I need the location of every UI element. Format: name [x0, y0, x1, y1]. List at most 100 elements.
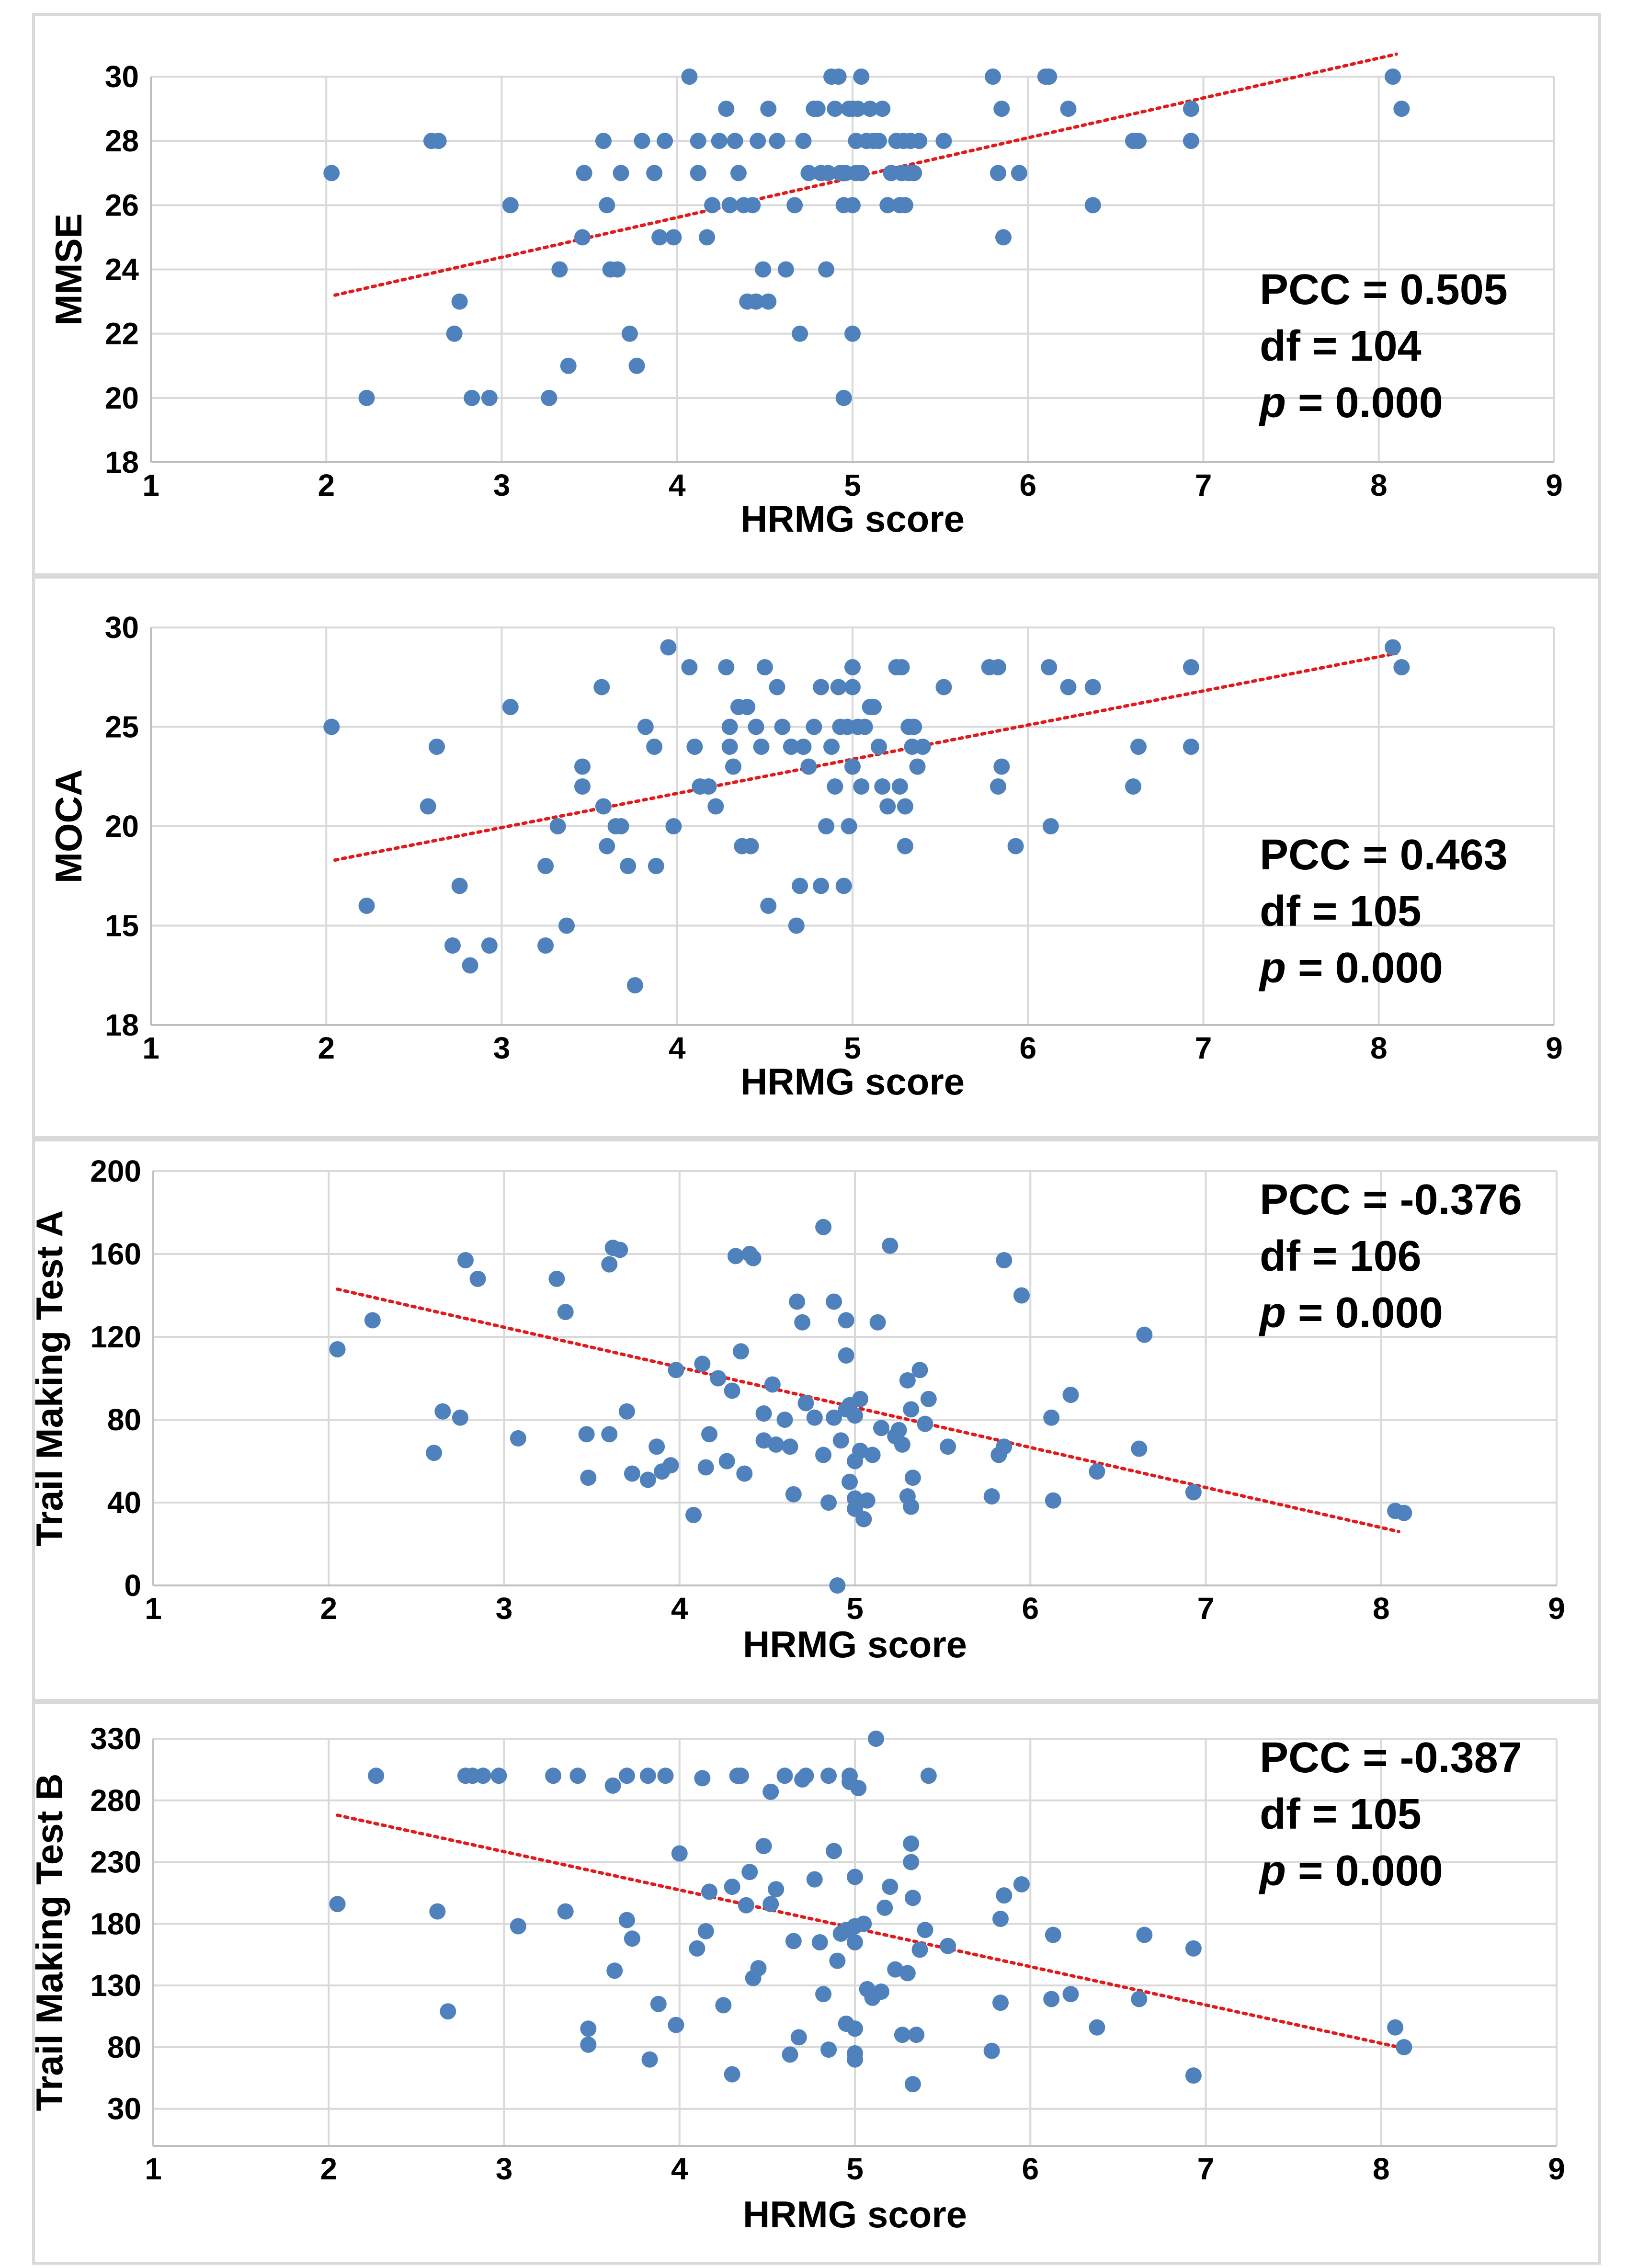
data-point	[893, 659, 910, 675]
data-point	[777, 261, 794, 278]
data-point	[852, 1442, 868, 1459]
data-point	[604, 1777, 621, 1794]
data-point	[820, 1767, 837, 1784]
x-tick-label: 9	[1548, 2152, 1565, 2186]
data-point	[626, 977, 643, 993]
data-point	[908, 2027, 925, 2043]
data-point	[545, 1767, 562, 1784]
y-tick-label: 24	[105, 252, 139, 287]
data-point	[815, 1447, 832, 1463]
data-point	[748, 293, 764, 310]
x-tick-label: 7	[1197, 1591, 1215, 1626]
data-point	[469, 1270, 486, 1287]
data-point	[727, 1248, 744, 1265]
data-point	[420, 798, 436, 815]
data-point	[904, 1890, 921, 1906]
data-point	[710, 1370, 727, 1387]
data-point	[727, 133, 743, 149]
y-tick-label: 80	[107, 2030, 141, 2064]
y-tick-label: 20	[105, 809, 139, 843]
panel-frame	[32, 1701, 1601, 2265]
data-point	[909, 758, 926, 775]
data-point	[721, 197, 738, 214]
data-point	[620, 858, 637, 874]
x-tick-label: 4	[669, 468, 686, 502]
x-tick-label: 3	[496, 2152, 513, 2186]
y-axis-title: MMSE	[47, 214, 90, 326]
data-point	[826, 1843, 842, 1859]
data-point	[628, 357, 645, 374]
data-point	[718, 101, 735, 117]
data-point	[618, 1912, 635, 1928]
data-point	[700, 778, 717, 795]
data-point	[887, 1961, 904, 1978]
data-point	[599, 838, 615, 855]
data-point	[897, 838, 913, 855]
data-point	[1385, 639, 1401, 656]
data-point	[891, 778, 908, 795]
data-point	[990, 778, 1006, 795]
data-point	[599, 197, 615, 214]
data-point	[844, 325, 861, 342]
data-point	[612, 1242, 628, 1258]
data-point	[911, 1362, 928, 1379]
x-tick-label: 7	[1197, 2152, 1215, 2186]
y-tick-label: 18	[105, 445, 139, 479]
data-point	[873, 1420, 889, 1436]
pcc-label: PCC = 0.505	[1260, 266, 1508, 314]
data-point	[549, 818, 566, 834]
data-point	[736, 1465, 753, 1482]
data-point	[707, 798, 724, 815]
data-point	[917, 1922, 933, 1938]
data-point	[745, 1250, 762, 1266]
data-point	[481, 937, 498, 954]
x-tick-label: 2	[320, 1591, 337, 1626]
data-point	[904, 2076, 921, 2093]
data-point	[681, 68, 698, 85]
data-point	[671, 1845, 688, 1862]
data-point	[1007, 838, 1024, 855]
data-point	[811, 1934, 828, 1950]
y-tick-label: 200	[90, 1154, 141, 1188]
data-point	[1130, 133, 1147, 149]
data-point	[1183, 659, 1199, 675]
data-point	[510, 1430, 526, 1447]
data-point	[613, 818, 629, 834]
data-point	[1130, 739, 1147, 755]
x-tick-label: 9	[1546, 468, 1563, 502]
data-point	[1041, 659, 1058, 675]
data-point	[879, 798, 896, 815]
p-symbol: p	[1259, 944, 1286, 992]
data-point	[873, 1983, 889, 2000]
p-value-label: p = 0.000	[1259, 1289, 1443, 1337]
data-point	[826, 1293, 842, 1310]
data-point	[711, 133, 728, 149]
data-point	[681, 659, 698, 675]
data-point	[903, 1854, 920, 1870]
data-point	[718, 659, 735, 675]
data-point	[844, 679, 861, 695]
data-point	[899, 1372, 916, 1389]
data-point	[744, 197, 761, 214]
data-point	[323, 165, 340, 182]
p-symbol: p	[1259, 379, 1286, 427]
data-point	[996, 1887, 1013, 1904]
data-point	[769, 679, 785, 695]
data-point	[844, 197, 861, 214]
data-point	[464, 389, 480, 406]
data-point	[790, 2029, 807, 2046]
data-point	[742, 838, 759, 855]
x-tick-label: 8	[1373, 1591, 1390, 1626]
df-label: df = 104	[1260, 322, 1422, 370]
x-tick-label: 8	[1370, 468, 1388, 502]
data-point	[992, 1994, 1009, 2011]
panel-frame	[32, 576, 1601, 1139]
data-point	[1136, 1926, 1153, 1943]
data-point	[481, 389, 498, 406]
data-point	[725, 758, 741, 775]
x-tick-label: 8	[1373, 2152, 1390, 2186]
data-point	[724, 1382, 740, 1399]
data-points	[323, 639, 1410, 993]
data-point	[838, 1312, 854, 1329]
data-point	[1084, 197, 1101, 214]
